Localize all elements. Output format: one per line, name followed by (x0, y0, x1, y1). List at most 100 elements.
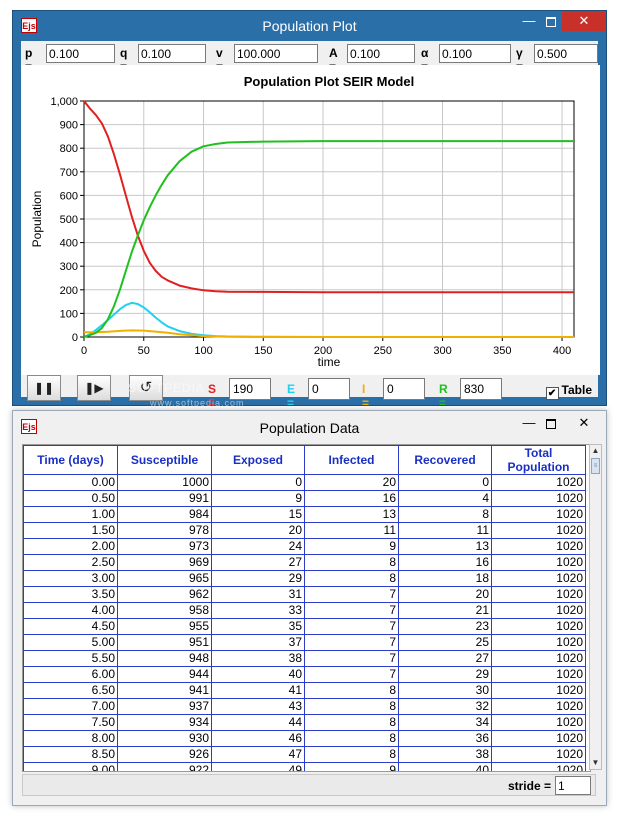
param-q-input[interactable] (138, 44, 206, 63)
maximize-icon[interactable] (540, 11, 562, 31)
table-cell[interactable]: 32 (398, 698, 492, 715)
table-cell[interactable]: 13 (398, 538, 492, 555)
table-cell[interactable]: 3.50 (23, 586, 118, 603)
table-cell[interactable]: 40 (398, 762, 492, 771)
table-cell[interactable]: 20 (304, 474, 399, 491)
table-cell[interactable]: 1020 (491, 730, 586, 747)
table-row[interactable]: 3.50 962 31 7 20 1020 (23, 586, 586, 603)
table-cell[interactable]: 8.00 (23, 730, 118, 747)
table-cell[interactable]: 1020 (491, 762, 586, 771)
table-row[interactable]: 8.50 926 47 8 38 1020 (23, 746, 586, 763)
table-cell[interactable]: 1020 (491, 682, 586, 699)
table-cell[interactable]: 27 (398, 650, 492, 667)
checkbox-check-icon[interactable]: ✔ (545, 387, 559, 400)
table-cell[interactable]: 1020 (491, 714, 586, 731)
table-cell[interactable]: 33 (211, 602, 305, 619)
data-window-titlebar[interactable]: Ejs Population Data — ✕ (13, 411, 606, 441)
table-cell[interactable]: 6.00 (23, 666, 118, 683)
table-cell[interactable]: 9.00 (23, 762, 118, 771)
table-cell[interactable]: 38 (211, 650, 305, 667)
table-cell[interactable]: 4.50 (23, 618, 118, 635)
table-cell[interactable]: 4 (398, 490, 492, 507)
table-cell[interactable]: 20 (398, 586, 492, 603)
column-header[interactable]: Susceptible (117, 445, 212, 475)
table-cell[interactable]: 16 (304, 490, 399, 507)
table-row[interactable]: 0.00 1000 0 20 0 1020 (23, 474, 586, 491)
table-cell[interactable]: 6.50 (23, 682, 118, 699)
scroll-down-icon[interactable]: ▼ (591, 758, 600, 767)
table-cell[interactable]: 937 (117, 698, 212, 715)
table-cell[interactable]: 8 (304, 730, 399, 747)
table-cell[interactable]: 5.00 (23, 634, 118, 651)
table-row[interactable]: 7.00 937 43 8 32 1020 (23, 698, 586, 715)
table-row[interactable]: 8.00 930 46 8 36 1020 (23, 730, 586, 747)
param-p-input[interactable] (46, 44, 115, 63)
table-cell[interactable]: 25 (398, 634, 492, 651)
table-cell[interactable]: 35 (211, 618, 305, 635)
table-cell[interactable]: 18 (398, 570, 492, 587)
table-cell[interactable]: 930 (117, 730, 212, 747)
table-cell[interactable]: 1020 (491, 506, 586, 523)
table-cell[interactable]: 4.00 (23, 602, 118, 619)
table-cell[interactable]: 7 (304, 650, 399, 667)
column-header[interactable]: Total Population (491, 445, 586, 475)
table-cell[interactable]: 1000 (117, 474, 212, 491)
table-cell[interactable]: 41 (211, 682, 305, 699)
table-cell[interactable]: 948 (117, 650, 212, 667)
table-cell[interactable]: 969 (117, 554, 212, 571)
table-cell[interactable]: 16 (398, 554, 492, 571)
table-cell[interactable]: 13 (304, 506, 399, 523)
table-cell[interactable]: 8 (304, 698, 399, 715)
column-header[interactable]: Infected (304, 445, 399, 475)
table-cell[interactable]: 984 (117, 506, 212, 523)
table-cell[interactable]: 1020 (491, 666, 586, 683)
table-row[interactable]: 3.00 965 29 8 18 1020 (23, 570, 586, 587)
table-cell[interactable]: 2.00 (23, 538, 118, 555)
table-row[interactable]: 1.00 984 15 13 8 1020 (23, 506, 586, 523)
param-a-input[interactable] (347, 44, 415, 63)
table-cell[interactable]: 43 (211, 698, 305, 715)
table-cell[interactable]: 0 (398, 474, 492, 491)
table-cell[interactable]: 1020 (491, 538, 586, 555)
table-row[interactable]: 4.50 955 35 7 23 1020 (23, 618, 586, 635)
table-cell[interactable]: 1020 (491, 490, 586, 507)
table-cell[interactable]: 1020 (491, 650, 586, 667)
table-cell[interactable]: 20 (211, 522, 305, 539)
table-row[interactable]: 1.50 978 20 11 11 1020 (23, 522, 586, 539)
plot-window-titlebar[interactable]: Ejs Population Plot — ✕ (13, 11, 606, 41)
table-cell[interactable]: 7 (304, 586, 399, 603)
table-row[interactable]: 7.50 934 44 8 34 1020 (23, 714, 586, 731)
table-row[interactable]: 9.00 922 49 9 40 1020 (23, 762, 586, 771)
minimize-icon[interactable]: — (522, 415, 536, 430)
table-cell[interactable]: 1020 (491, 618, 586, 635)
table-cell[interactable]: 0 (211, 474, 305, 491)
table-cell[interactable]: 47 (211, 746, 305, 763)
table-cell[interactable]: 29 (211, 570, 305, 587)
param-v-input[interactable] (234, 44, 318, 63)
table-row[interactable]: 6.00 944 40 7 29 1020 (23, 666, 586, 683)
table-row[interactable]: 5.50 948 38 7 27 1020 (23, 650, 586, 667)
table-cell[interactable]: 1.00 (23, 506, 118, 523)
table-cell[interactable]: 49 (211, 762, 305, 771)
reset-icon[interactable]: ↺ (129, 375, 163, 401)
table-row[interactable]: 4.00 958 33 7 21 1020 (23, 602, 586, 619)
table-cell[interactable]: 38 (398, 746, 492, 763)
table-cell[interactable]: 0.50 (23, 490, 118, 507)
table-cell[interactable]: 40 (211, 666, 305, 683)
table-cell[interactable]: 11 (304, 522, 399, 539)
table-cell[interactable]: 7.50 (23, 714, 118, 731)
table-cell[interactable]: 34 (398, 714, 492, 731)
scroll-up-icon[interactable]: ▲ (591, 446, 600, 455)
table-cell[interactable]: 1020 (491, 554, 586, 571)
table-cell[interactable]: 978 (117, 522, 212, 539)
table-cell[interactable]: 8 (304, 682, 399, 699)
table-cell[interactable]: 37 (211, 634, 305, 651)
table-cell[interactable]: 941 (117, 682, 212, 699)
table-cell[interactable]: 9 (304, 762, 399, 771)
table-cell[interactable]: 7 (304, 602, 399, 619)
minimize-icon[interactable]: — (522, 13, 536, 28)
param-gamma-input[interactable] (534, 44, 598, 63)
population-data-table[interactable]: Time (days) Susceptible Exposed Infected… (22, 444, 591, 772)
table-cell[interactable]: 1020 (491, 522, 586, 539)
table-cell[interactable]: 46 (211, 730, 305, 747)
